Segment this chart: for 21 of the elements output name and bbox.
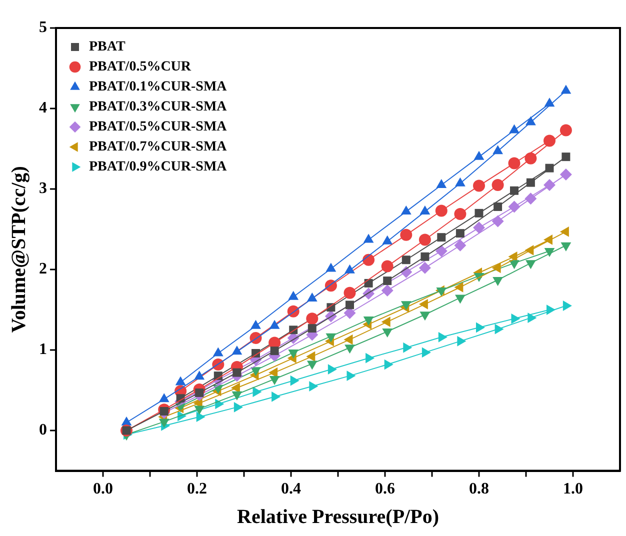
x-axis-title: Relative Pressure(P/Po)	[237, 506, 439, 528]
y-tick-label: 3	[39, 180, 47, 198]
x-tick-label: 0.8	[469, 480, 489, 498]
legend-label: PBAT/0.9%CUR-SMA	[89, 160, 228, 175]
x-tick-label: 0.4	[281, 480, 301, 498]
legend-label: PBAT/0.5%CUR	[89, 60, 192, 75]
y-tick-label: 1	[39, 341, 47, 358]
legend-label: PBAT/0.3%CUR-SMA	[89, 100, 228, 115]
x-tick-label: 1.0	[563, 480, 583, 498]
x-tick-label: 0.2	[187, 480, 207, 498]
legend-label: PBAT/0.5%CUR-SMA	[89, 120, 228, 135]
y-tick-label: 4	[39, 100, 47, 117]
legend-label: PBAT/0.7%CUR-SMA	[89, 140, 228, 155]
x-tick-label: 0.0	[93, 480, 113, 498]
y-axis-title: Volume@STP(cc/g)	[8, 166, 30, 333]
y-tick-label: 2	[39, 260, 47, 278]
x-tick-label: 0.6	[375, 480, 395, 498]
legend-label: PBAT/0.1%CUR-SMA	[89, 80, 228, 95]
legend-label: PBAT	[89, 40, 126, 55]
y-tick-label: 5	[39, 19, 47, 36]
y-tick-label: 0	[39, 422, 47, 439]
